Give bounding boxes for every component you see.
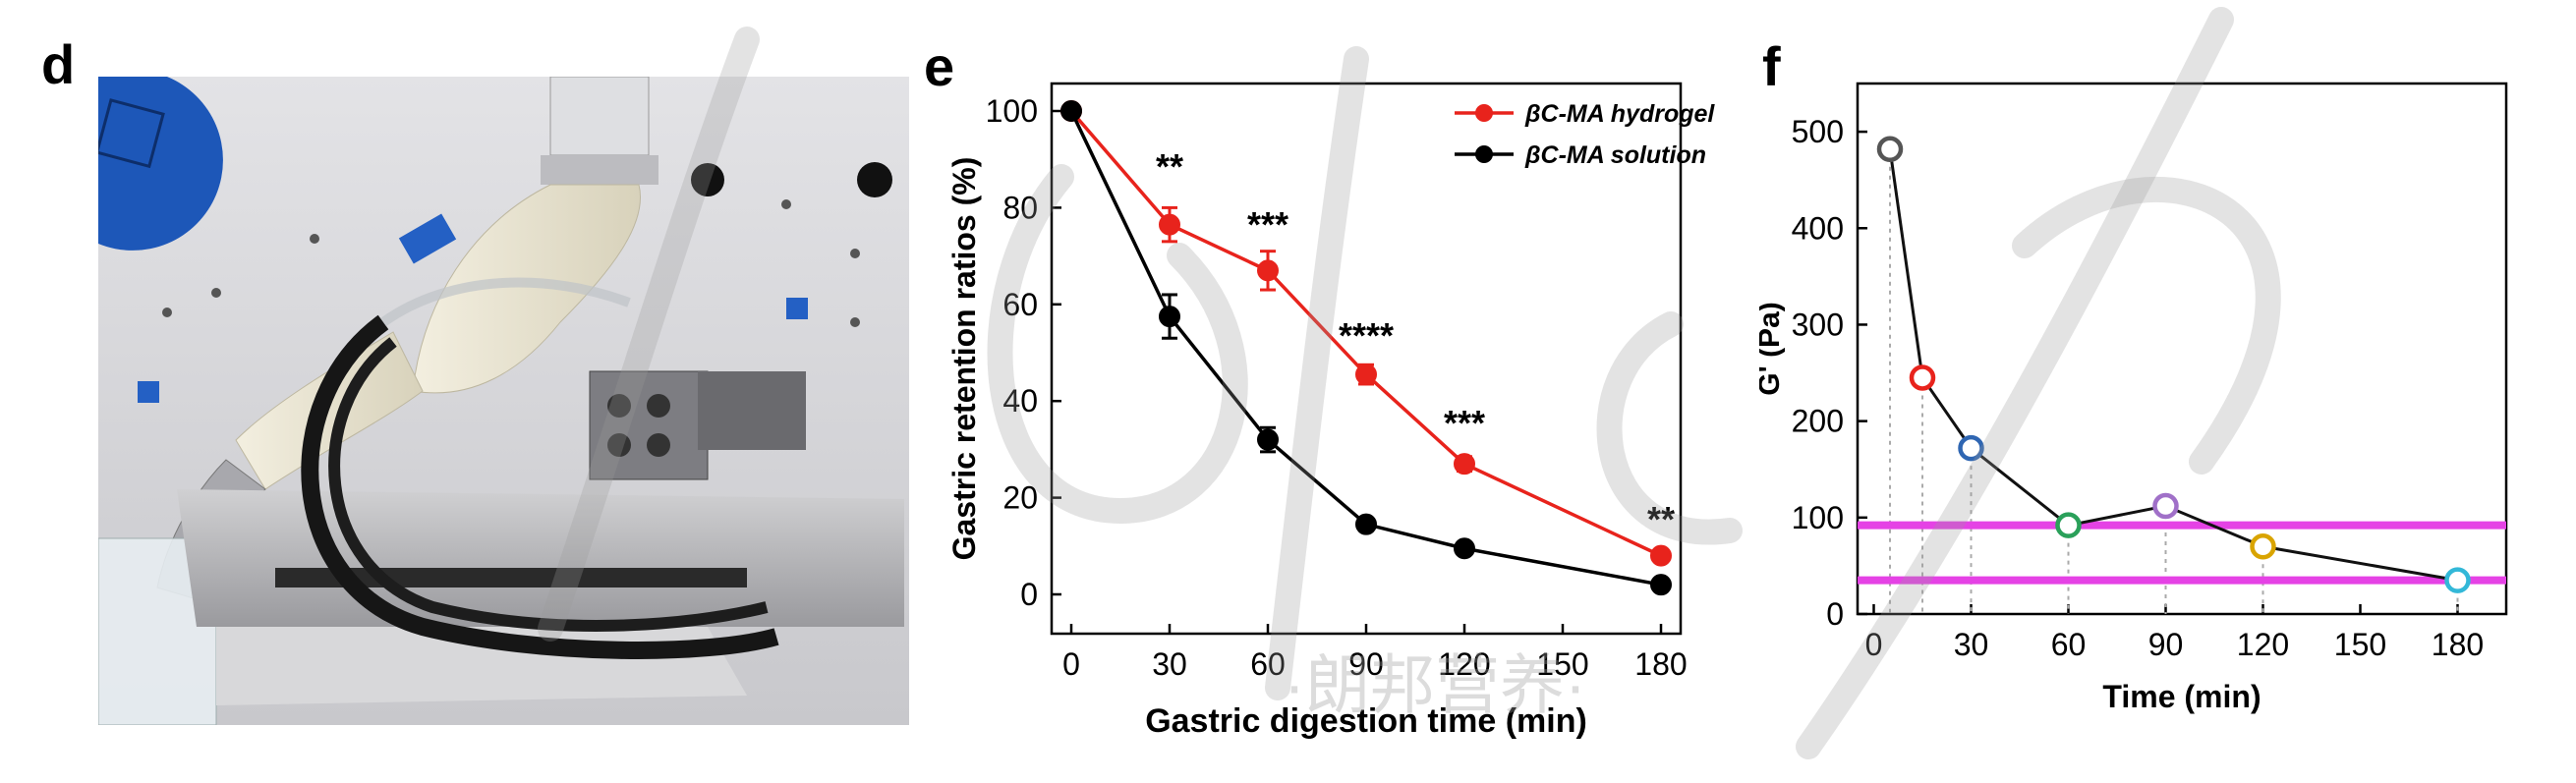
data-point — [1650, 574, 1672, 596]
legend-label: βC-MA hydrogel — [1524, 100, 1715, 128]
x-tick-label: 90 — [1348, 646, 1384, 682]
y-axis-label: Gastric retention ratios (%) — [946, 157, 982, 561]
data-point — [2444, 567, 2471, 593]
data-point — [1060, 100, 1082, 122]
y-tick-label: 0 — [1826, 596, 1844, 632]
y-tick-label: 500 — [1792, 114, 1844, 149]
y-tick-label: 0 — [1020, 577, 1038, 612]
y-tick-label: 20 — [1002, 480, 1038, 516]
x-tick-label: 30 — [1152, 646, 1187, 682]
significance-annotation: ** — [1647, 499, 1675, 539]
apparatus-photo — [94, 76, 909, 726]
y-axis-label: G' (Pa) — [1759, 302, 1786, 395]
x-tick-label: 120 — [1438, 646, 1490, 682]
chart-gastric-retention: 0 30 60 90 120 150 180 0 20 40 60 80 100 Gastric dige… — [946, 82, 1715, 740]
y-tick-label: 80 — [1002, 190, 1038, 225]
x-tick-label: 180 — [2432, 627, 2484, 662]
series-line — [1069, 110, 1662, 587]
panel-label-f: f — [1762, 35, 1781, 97]
data-point — [1958, 434, 1984, 462]
y-tick-label: 300 — [1792, 307, 1844, 342]
legend-label: βC-MA solution — [1524, 141, 1706, 169]
fan-icon — [98, 77, 223, 251]
significance-annotation: **** — [1339, 315, 1394, 356]
data-point — [1257, 428, 1279, 451]
x-tick-label: 0 — [1062, 646, 1080, 682]
apparatus-photo-drawing — [94, 76, 909, 726]
series-line — [1069, 109, 1662, 558]
x-tick-label: 60 — [1250, 646, 1286, 682]
chart-storage-modulus: 0 30 60 90 120 150 180 0 100 200 300 400 500 Time (mi… — [1759, 82, 2508, 714]
x-axis-label: Gastric digestion time (min) — [1145, 702, 1587, 740]
data-point — [2055, 512, 2082, 538]
data-point — [1257, 259, 1279, 282]
data-point — [1876, 136, 1904, 163]
panel-label-e: e — [924, 35, 955, 97]
data-point — [1159, 306, 1180, 328]
data-point — [1454, 537, 1475, 560]
significance-annotation: ** — [1156, 146, 1183, 187]
x-tick-label: 60 — [2051, 627, 2087, 662]
significance-annotation: *** — [1444, 403, 1485, 443]
data-point — [2250, 533, 2276, 560]
y-tick-label: 100 — [1792, 500, 1844, 535]
data-point — [1650, 544, 1672, 567]
x-tick-label: 0 — [1865, 627, 1883, 662]
y-tick-label: 40 — [1002, 383, 1038, 419]
data-point — [2152, 492, 2179, 520]
plot-frame — [1856, 82, 2508, 616]
y-tick-label: 60 — [1002, 287, 1038, 322]
x-tick-label: 30 — [1954, 627, 1989, 662]
data-point — [1159, 213, 1180, 236]
x-tick-label: 90 — [2148, 627, 2184, 662]
y-tick-label: 100 — [986, 93, 1038, 129]
y-tick-label: 200 — [1792, 404, 1844, 439]
data-point — [1355, 513, 1377, 535]
data-point — [1454, 453, 1475, 475]
data-point — [1909, 364, 1936, 391]
x-tick-label: 150 — [1536, 646, 1588, 682]
significance-annotation: *** — [1247, 204, 1288, 245]
y-tick-label: 400 — [1792, 210, 1844, 246]
panel-label-d: d — [41, 33, 76, 95]
data-point — [1355, 364, 1377, 386]
legend-marker — [1475, 145, 1493, 163]
x-tick-label: 120 — [2237, 627, 2289, 662]
legend-marker — [1475, 104, 1493, 122]
x-tick-label: 180 — [1634, 646, 1687, 682]
x-axis-label: Time (min) — [2102, 679, 2261, 714]
x-tick-label: 150 — [2334, 627, 2386, 662]
